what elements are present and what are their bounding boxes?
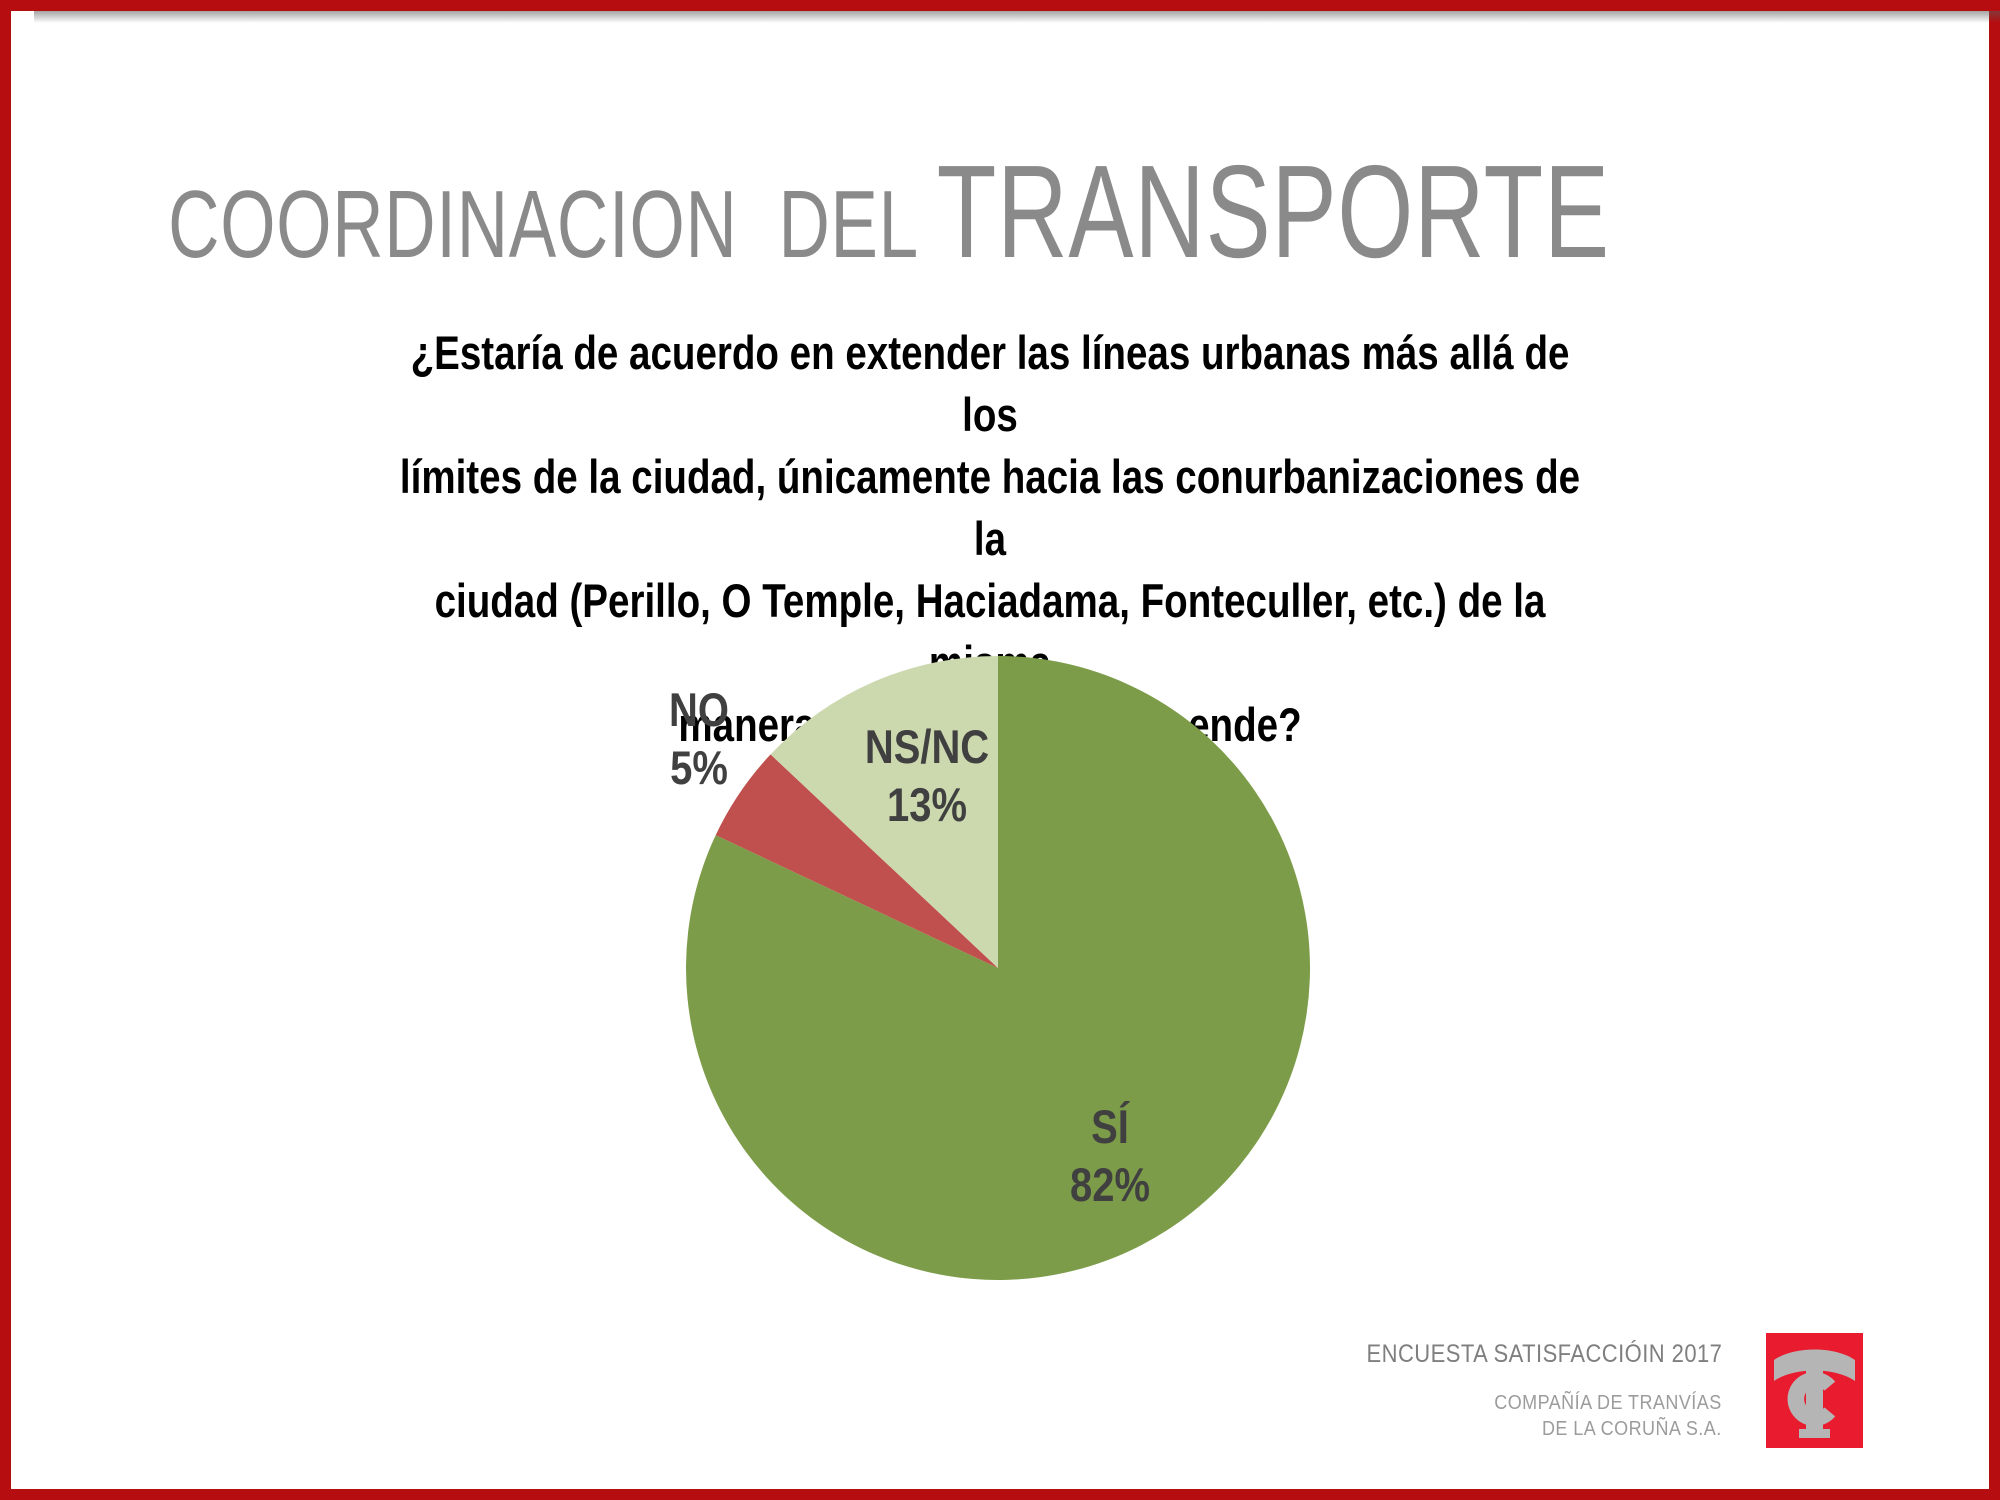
logo-t-foot (1799, 1429, 1830, 1438)
pie-label-nsnc-name: NS/NC (864, 720, 990, 773)
pie-label-si-pct: 82% (1070, 1158, 1150, 1211)
pie-label-si-name: SÍ (1091, 1100, 1129, 1153)
pie-label-no-pct: 5% (670, 741, 728, 794)
pie-label-nsnc-pct: 13% (887, 778, 967, 831)
pie-slice-SÍ (686, 656, 1310, 1280)
pie-label-si: SÍ 82% (1070, 1098, 1150, 1214)
logo-c-ring (1787, 1372, 1836, 1426)
pie-chart (686, 656, 1310, 1280)
pie-label-no: NO 5% (669, 681, 729, 797)
title-part-transporte: TRANSPORTE (936, 138, 1610, 285)
pie-slice-NO (715, 754, 998, 968)
survey-question: ¿Estaría de acuerdo en extender las líne… (399, 326, 1581, 751)
pie-label-no-name: NO (669, 683, 729, 736)
logo-tc-monogram (1774, 1349, 1855, 1438)
footer-survey-text: ENCUESTA SATISFACCIÓIN 2017 (1366, 1340, 1722, 1368)
pie-slice-NS/NC (770, 656, 998, 968)
title-part-coordinacion-del: COORDINACION DEL (168, 171, 937, 278)
pie-label-nsnc: NS/NC 13% (865, 718, 989, 834)
company-logo (1766, 1333, 1863, 1448)
footer-company-text: COMPAÑÍA DE TRANVÍAS DE LA CORUÑA S.A. (1494, 1392, 1722, 1440)
slide-title: COORDINACION DEL TRANSPORTE (155, 118, 2000, 305)
